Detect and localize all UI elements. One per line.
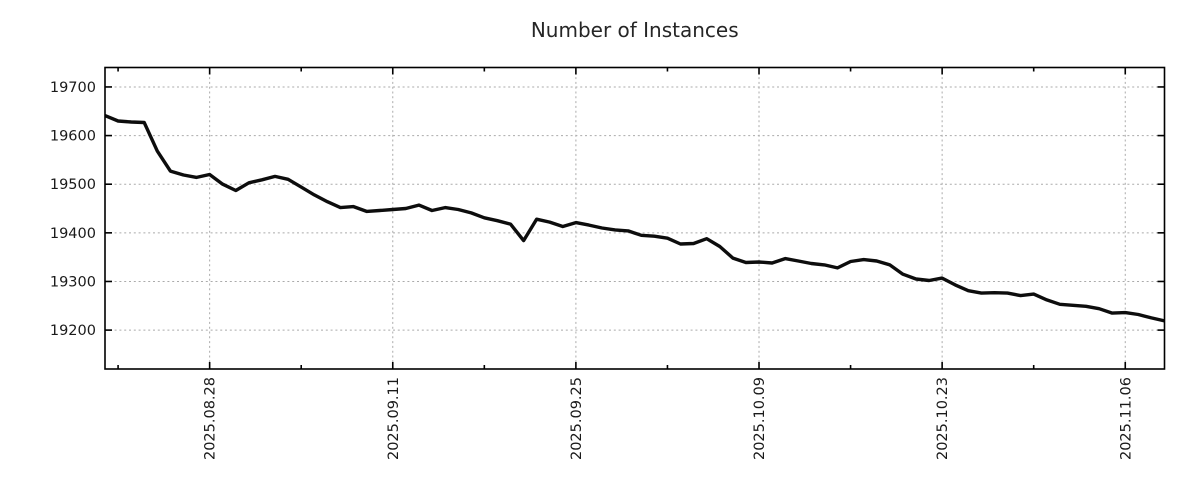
y-tick-labels: 19200 19300 19400 19500 19600 19700 xyxy=(50,80,96,339)
y-tick-label: 19300 xyxy=(50,274,96,290)
x-tick-labels: 2025.08.28 2025.09.11 2025.09.25 2025.10.09… xyxy=(203,377,1135,460)
x-tick-label: 2025.08.28 xyxy=(203,377,219,460)
plot-border-rect xyxy=(104,66,1166,370)
x-tick-label: 2025.09.25 xyxy=(569,377,585,460)
x-tick-label: 2025.10.23 xyxy=(935,377,951,460)
plot-border xyxy=(104,66,1166,370)
x-tick-label: 2025.10.09 xyxy=(752,377,768,460)
data-series xyxy=(104,114,1165,323)
y-tick-label: 19700 xyxy=(50,80,96,96)
series-line xyxy=(104,114,1165,323)
y-tick-label: 19500 xyxy=(50,177,96,193)
x-tick-label: 2025.11.06 xyxy=(1118,377,1134,460)
chart-title: Number of Instances xyxy=(531,18,739,42)
y-tick-label: 19200 xyxy=(50,323,96,339)
y-tick-label: 19400 xyxy=(50,226,96,242)
y-tick-label: 19600 xyxy=(50,129,96,145)
gridlines xyxy=(105,67,1165,369)
x-tick-label: 2025.09.11 xyxy=(386,377,402,460)
axis-ticks xyxy=(105,67,1165,369)
